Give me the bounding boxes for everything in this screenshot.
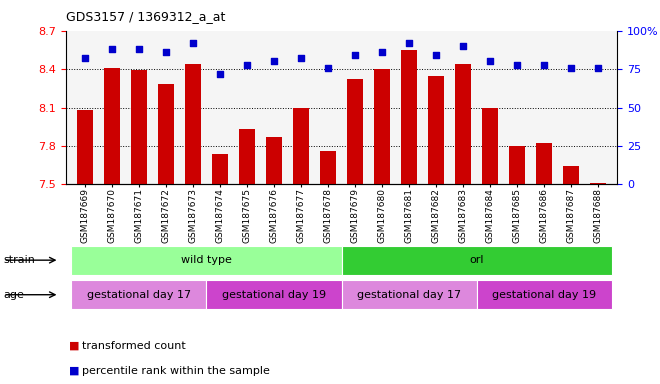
Point xyxy=(296,55,306,61)
Text: gestational day 17: gestational day 17 xyxy=(87,290,191,300)
Bar xyxy=(563,166,579,184)
Text: gestational day 19: gestational day 19 xyxy=(492,290,596,300)
Bar xyxy=(590,183,607,184)
Point xyxy=(377,49,387,55)
Bar xyxy=(71,280,207,309)
Text: strain: strain xyxy=(3,255,35,265)
Text: percentile rank within the sample: percentile rank within the sample xyxy=(82,366,271,376)
Point xyxy=(269,58,279,65)
Text: ■: ■ xyxy=(69,366,80,376)
Point xyxy=(431,52,442,58)
Bar xyxy=(212,154,228,184)
Text: transformed count: transformed count xyxy=(82,341,186,351)
Bar xyxy=(374,69,390,184)
Text: wild type: wild type xyxy=(181,255,232,265)
Bar xyxy=(477,280,612,309)
Text: gestational day 17: gestational day 17 xyxy=(357,290,461,300)
Point xyxy=(214,71,225,77)
Point xyxy=(566,65,576,71)
Point xyxy=(539,61,549,68)
Bar xyxy=(455,64,471,184)
Bar xyxy=(482,108,498,184)
Point xyxy=(134,46,145,52)
Bar xyxy=(342,280,477,309)
Point xyxy=(485,58,496,65)
Point xyxy=(404,40,414,46)
Bar xyxy=(185,64,201,184)
Point xyxy=(350,52,360,58)
Bar xyxy=(401,50,417,184)
Point xyxy=(160,49,171,55)
Bar xyxy=(239,129,255,184)
Bar xyxy=(342,246,612,275)
Point xyxy=(242,61,252,68)
Point xyxy=(187,40,198,46)
Bar xyxy=(158,84,174,184)
Text: orl: orl xyxy=(469,255,484,265)
Point xyxy=(593,65,603,71)
Text: age: age xyxy=(3,290,24,300)
Bar xyxy=(77,110,93,184)
Bar xyxy=(347,79,363,184)
Bar xyxy=(293,108,309,184)
Point xyxy=(323,65,333,71)
Text: gestational day 19: gestational day 19 xyxy=(222,290,326,300)
Bar xyxy=(509,146,525,184)
Bar xyxy=(266,137,282,184)
Bar xyxy=(207,280,342,309)
Bar xyxy=(428,76,444,184)
Point xyxy=(80,55,90,61)
Bar xyxy=(71,246,342,275)
Bar xyxy=(320,151,336,184)
Bar xyxy=(104,68,120,184)
Text: ■: ■ xyxy=(69,341,80,351)
Point xyxy=(458,43,469,49)
Bar xyxy=(131,70,147,184)
Point xyxy=(512,61,523,68)
Text: GDS3157 / 1369312_a_at: GDS3157 / 1369312_a_at xyxy=(66,10,225,23)
Bar xyxy=(536,143,552,184)
Point xyxy=(107,46,117,52)
